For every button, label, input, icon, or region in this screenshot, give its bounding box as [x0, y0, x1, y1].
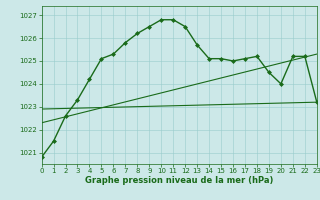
X-axis label: Graphe pression niveau de la mer (hPa): Graphe pression niveau de la mer (hPa): [85, 176, 273, 185]
